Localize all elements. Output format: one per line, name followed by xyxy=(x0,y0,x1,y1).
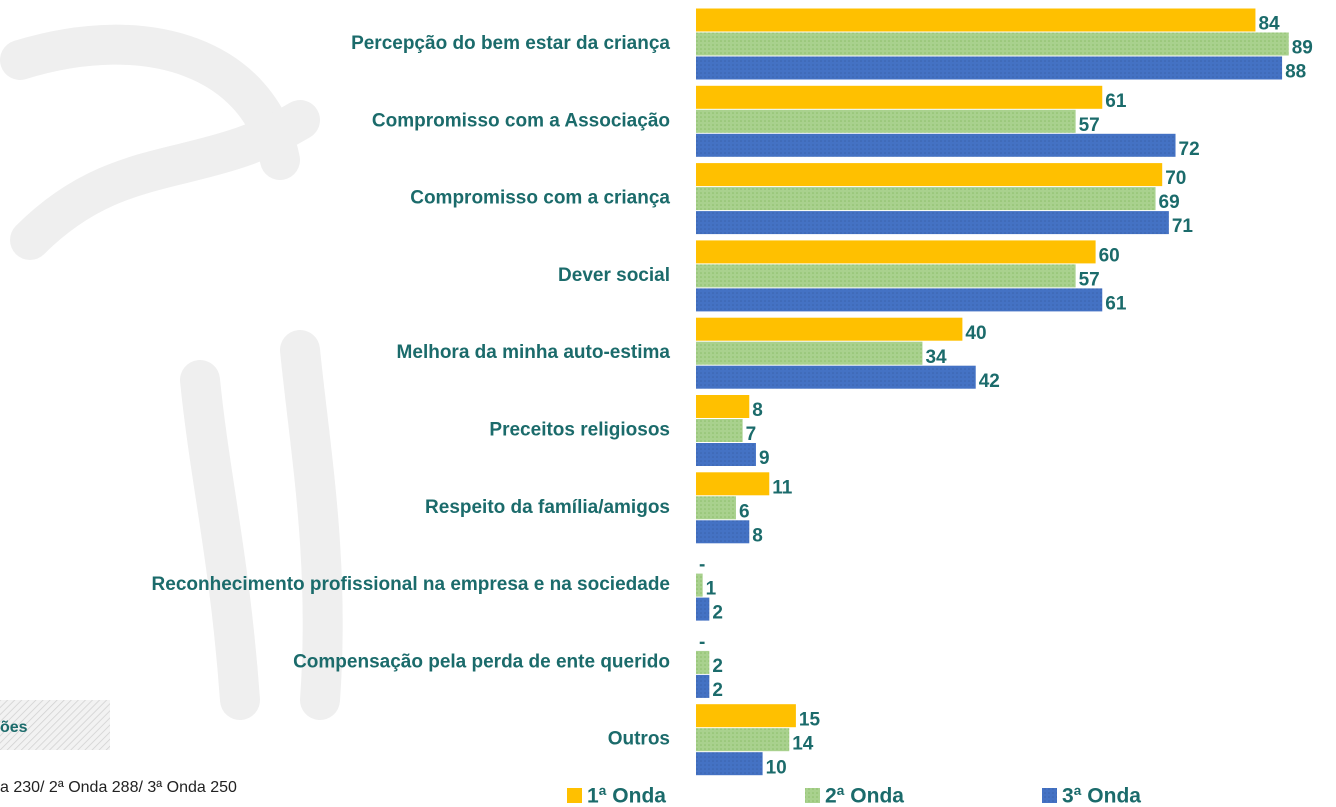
legend-label: 2ª Onda xyxy=(825,785,904,807)
legend-label: 1ª Onda xyxy=(587,785,666,807)
value-label: 7 xyxy=(746,424,757,445)
value-label: - xyxy=(699,555,705,576)
bar xyxy=(696,651,709,674)
value-label: 61 xyxy=(1105,91,1127,112)
value-label: 61 xyxy=(1105,294,1127,315)
value-label: 11 xyxy=(772,477,793,498)
category-label: Compromisso com a Associação xyxy=(372,110,670,131)
base-note: a 230/ 2ª Onda 288/ 3ª Onda 250 xyxy=(0,779,237,796)
bar xyxy=(696,288,1102,311)
value-label: 72 xyxy=(1179,139,1200,160)
watermark xyxy=(20,45,323,700)
value-label: 60 xyxy=(1099,246,1120,267)
bar xyxy=(696,163,1162,186)
value-label: 6 xyxy=(739,501,750,522)
bar xyxy=(696,342,922,365)
category-label: Preceitos religiosos xyxy=(489,420,670,441)
legend-swatch xyxy=(567,788,582,803)
value-label: 34 xyxy=(925,347,947,368)
value-label: 42 xyxy=(979,371,1000,392)
bar xyxy=(696,264,1076,287)
bar xyxy=(696,496,736,519)
category-label: Melhora da minha auto-estima xyxy=(397,342,671,363)
chart: ões a 230/ 2ª Onda 288/ 3ª Onda 250 Perc… xyxy=(0,0,1336,807)
category-label: Reconhecimento profissional na empresa e… xyxy=(152,574,670,595)
bar xyxy=(696,110,1076,133)
category-label: Respeito da família/amigos xyxy=(425,497,670,518)
category-label: Outros xyxy=(608,729,670,750)
bar xyxy=(696,395,749,418)
value-label: 70 xyxy=(1165,168,1186,189)
bar xyxy=(696,443,756,466)
value-label: 57 xyxy=(1079,115,1100,136)
value-label: 1 xyxy=(706,579,717,600)
value-label: 88 xyxy=(1285,62,1306,83)
value-label: 89 xyxy=(1292,38,1313,59)
value-label: 40 xyxy=(965,323,986,344)
category-label: Dever social xyxy=(558,265,670,286)
bar xyxy=(696,366,976,389)
value-label: 10 xyxy=(766,757,787,778)
bar xyxy=(696,574,703,597)
category-label: Compensação pela perda de ente querido xyxy=(293,651,670,672)
legend-swatch xyxy=(805,788,820,803)
bar xyxy=(696,752,763,775)
bar xyxy=(696,187,1156,210)
value-label: 2 xyxy=(712,680,723,701)
value-label: 84 xyxy=(1258,14,1280,35)
bar xyxy=(696,675,709,698)
value-label: 57 xyxy=(1079,270,1100,291)
value-label: 69 xyxy=(1159,192,1180,213)
value-label: 2 xyxy=(712,656,723,677)
value-label: 71 xyxy=(1172,216,1194,237)
value-label: 8 xyxy=(752,400,763,421)
bar xyxy=(696,33,1289,56)
bar xyxy=(696,211,1169,234)
category-label: Percepção do bem estar da criança xyxy=(351,33,670,54)
value-label: - xyxy=(699,632,705,653)
bar xyxy=(696,240,1096,263)
bar xyxy=(696,134,1176,157)
bar xyxy=(696,57,1282,80)
bar xyxy=(696,704,796,727)
value-label: 14 xyxy=(792,733,814,754)
bar xyxy=(696,520,749,543)
bar xyxy=(696,472,769,495)
bar xyxy=(696,9,1255,32)
note-label: ões xyxy=(0,719,28,736)
bar xyxy=(696,728,789,751)
value-label: 9 xyxy=(759,448,770,469)
legend-label: 3ª Onda xyxy=(1062,785,1141,807)
bar xyxy=(696,86,1102,109)
bar xyxy=(696,318,962,341)
bar xyxy=(696,419,743,442)
bar xyxy=(696,598,709,621)
value-label: 8 xyxy=(752,525,763,546)
legend-swatch xyxy=(1042,788,1057,803)
category-label: Compromisso com a criança xyxy=(410,188,670,209)
value-label: 2 xyxy=(712,603,723,624)
value-label: 15 xyxy=(799,709,821,730)
